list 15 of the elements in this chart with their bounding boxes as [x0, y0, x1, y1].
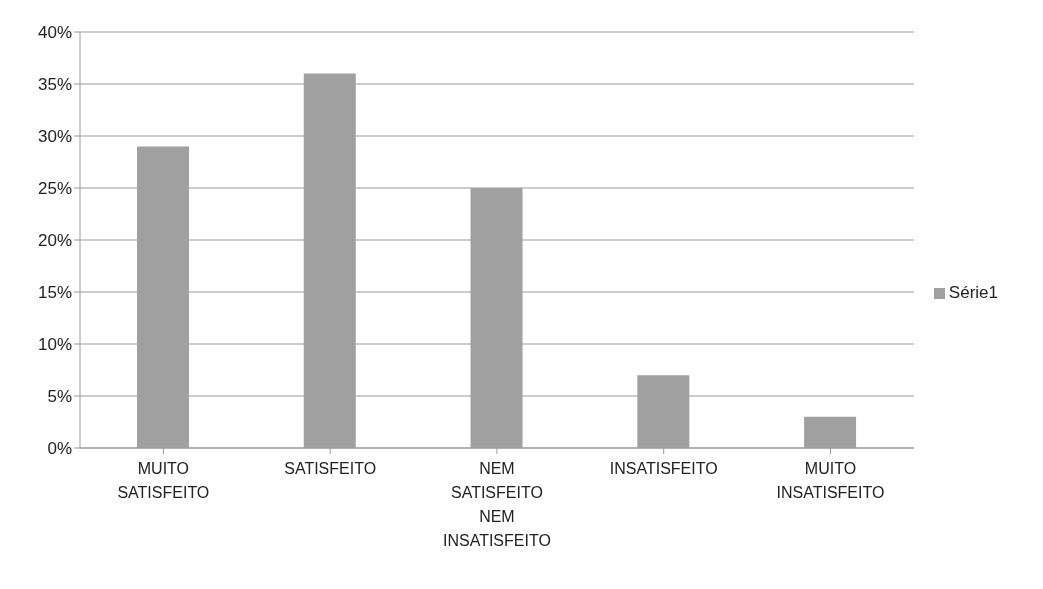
y-tick-label: 25%	[37, 179, 72, 199]
y-tick-label: 5%	[47, 387, 72, 407]
x-tick-label: INSATISFEITO	[609, 460, 718, 477]
y-tick-label: 20%	[37, 231, 72, 251]
x-tick-label: SATISFEITO	[284, 460, 377, 477]
y-tick-label: 0%	[47, 439, 72, 459]
y-tick-label: 30%	[37, 127, 72, 147]
x-tick-label: NEM SATISFEITO NEM INSATISFEITO	[442, 460, 551, 549]
x-tick-label: MUITO INSATISFEITO	[776, 460, 885, 501]
y-tick-label: 35%	[37, 75, 72, 95]
y-tick-label: 15%	[37, 283, 72, 303]
x-tick-label: MUITO SATISFEITO	[117, 460, 210, 501]
y-tick-label: 10%	[37, 335, 72, 355]
legend-label: Série1	[948, 283, 998, 302]
y-tick-label: 40%	[37, 23, 72, 43]
